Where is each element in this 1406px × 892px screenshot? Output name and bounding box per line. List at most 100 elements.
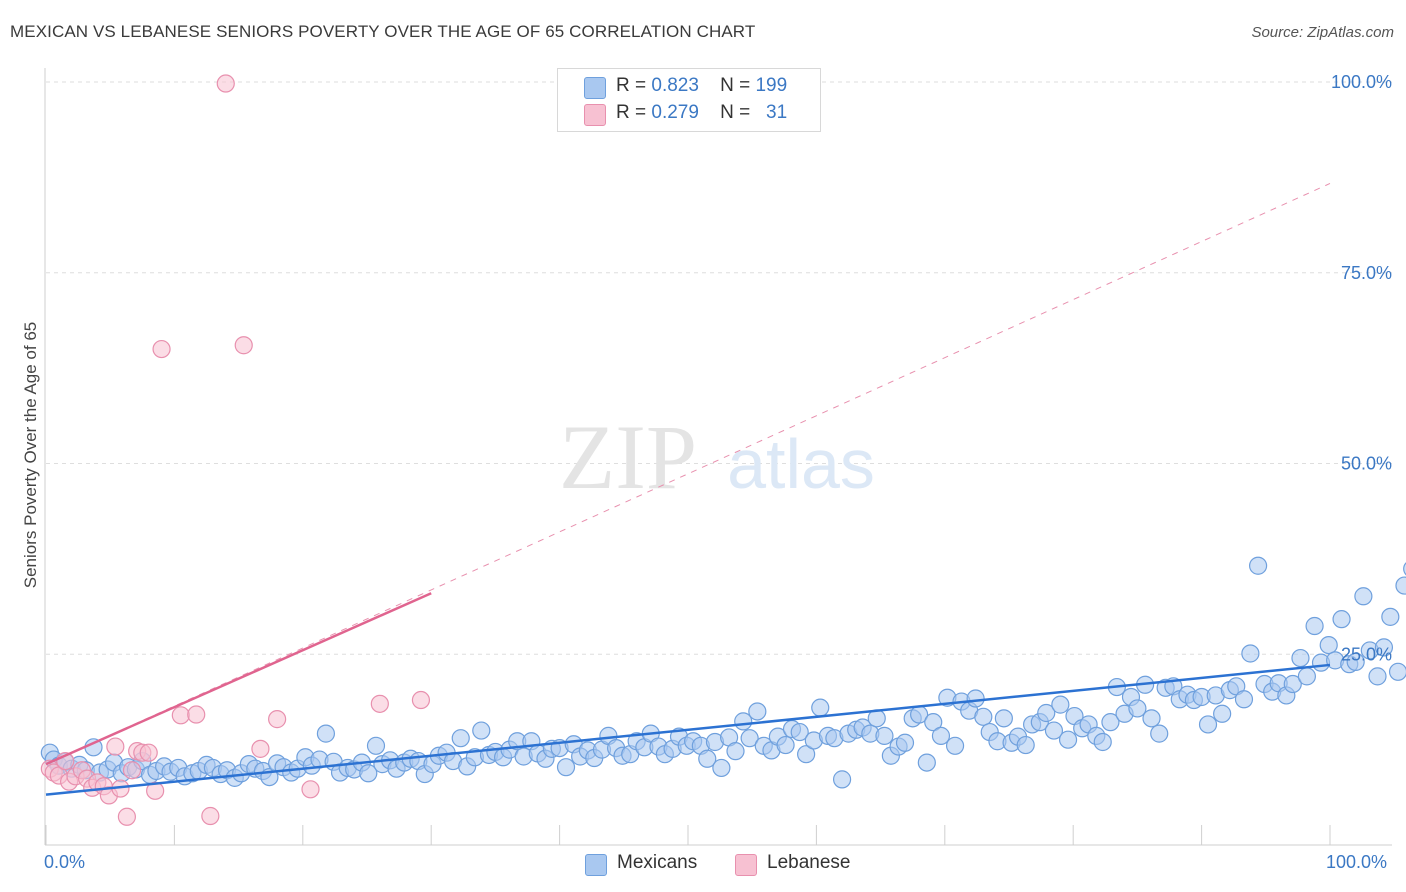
chart-source: Source: ZipAtlas.com <box>1251 24 1394 41</box>
data-point <box>994 709 1013 728</box>
data-point <box>301 780 320 799</box>
data-point <box>797 745 816 764</box>
data-point <box>1142 709 1161 728</box>
y-tick-label: 25.0% <box>1341 644 1392 664</box>
trend-lines <box>45 183 1331 796</box>
data-point <box>924 713 943 732</box>
data-point <box>1016 735 1035 755</box>
data-point <box>1248 556 1268 575</box>
axes <box>44 68 1392 846</box>
data-point <box>726 742 745 761</box>
data-point <box>1368 667 1387 686</box>
data-point <box>187 705 206 724</box>
data-point <box>251 739 270 758</box>
data-point <box>472 721 491 740</box>
data-point <box>1374 638 1394 657</box>
data-point <box>1234 690 1254 709</box>
data-point <box>122 761 142 780</box>
bottom-legend-swatch-mexicans <box>585 854 607 876</box>
data-point <box>1305 616 1324 636</box>
data-point <box>366 736 386 755</box>
data-point <box>875 726 894 745</box>
y-tick-label: 100.0% <box>1331 72 1392 92</box>
data-points <box>40 74 1406 826</box>
watermark-atlas: atlas <box>727 425 875 503</box>
data-point <box>106 737 125 756</box>
data-point <box>1150 724 1169 743</box>
data-point <box>712 758 731 778</box>
data-point <box>1058 730 1078 749</box>
data-point <box>1037 703 1056 723</box>
data-point <box>832 770 852 789</box>
data-point <box>201 806 220 826</box>
legend-r-label: R = <box>616 75 647 96</box>
data-point <box>966 689 985 708</box>
data-point <box>1101 713 1120 732</box>
data-point <box>1297 667 1316 686</box>
y-tick-labels: 25.0% 50.0% 75.0% 100.0% <box>1331 72 1392 664</box>
data-point <box>117 807 136 826</box>
data-point <box>1128 699 1147 718</box>
data-point <box>1332 610 1351 629</box>
x-tick-min: 0.0% <box>44 852 86 872</box>
watermark-zip: ZIP <box>559 406 697 508</box>
legend-r-value: 0.279 <box>651 102 699 123</box>
data-point <box>171 706 190 725</box>
legend-r-label: R = <box>616 102 647 123</box>
data-point <box>152 339 171 359</box>
gridlines <box>46 81 1392 655</box>
data-point <box>931 726 951 745</box>
data-point <box>1354 587 1373 606</box>
chart-title: MEXICAN VS LEBANESE SENIORS POVERTY OVER… <box>10 22 756 41</box>
data-point <box>1403 562 1406 576</box>
data-point <box>917 753 936 772</box>
data-point <box>1051 695 1070 714</box>
data-point <box>1283 674 1302 694</box>
data-point <box>895 733 915 752</box>
data-point <box>974 707 993 726</box>
stats-legend: R = 0.823 N = 199 R = 0.279 N = 31 <box>557 68 821 132</box>
data-point <box>216 74 235 93</box>
watermark: ZIP atlas <box>559 406 875 508</box>
legend-swatch-mexicans <box>584 77 606 99</box>
legend-r-value: 0.823 <box>651 75 699 96</box>
data-point <box>1241 644 1260 663</box>
data-point <box>1388 662 1406 681</box>
legend-n-value: 199 <box>755 75 788 96</box>
data-point <box>945 736 965 755</box>
data-point <box>1213 704 1232 723</box>
data-point <box>411 690 431 710</box>
data-point <box>1319 635 1338 655</box>
data-point <box>1044 721 1064 740</box>
data-point <box>556 758 576 777</box>
data-point <box>1198 715 1218 734</box>
data-point <box>1093 732 1112 752</box>
data-point <box>139 743 158 762</box>
data-point <box>359 764 378 783</box>
data-point <box>748 702 767 721</box>
data-point <box>1291 648 1310 668</box>
legend-n-label: N = <box>720 75 751 96</box>
x-tick-max: 100.0% <box>1326 852 1388 872</box>
data-point <box>740 729 759 748</box>
data-point <box>1346 652 1365 671</box>
series-lebanese <box>40 74 431 826</box>
legend-n-label: N = <box>720 102 751 123</box>
legend-text-lebanese: R = 0.279 N = 31 <box>616 102 787 124</box>
trend-line-mexicans <box>45 663 1331 796</box>
data-point <box>811 698 830 717</box>
data-point <box>1381 607 1400 626</box>
bottom-legend-label-mexicans: Mexicans <box>617 852 698 873</box>
series-mexicans <box>40 556 1406 789</box>
data-point <box>1395 576 1406 595</box>
data-point <box>234 336 253 355</box>
data-point <box>776 735 795 755</box>
data-point <box>698 749 717 768</box>
data-point <box>370 694 389 713</box>
data-point <box>268 710 287 729</box>
data-point <box>316 724 336 743</box>
y-tick-label: 50.0% <box>1341 454 1392 474</box>
legend-swatch-lebanese <box>584 104 606 126</box>
trend-line-lebanese <box>45 592 432 766</box>
